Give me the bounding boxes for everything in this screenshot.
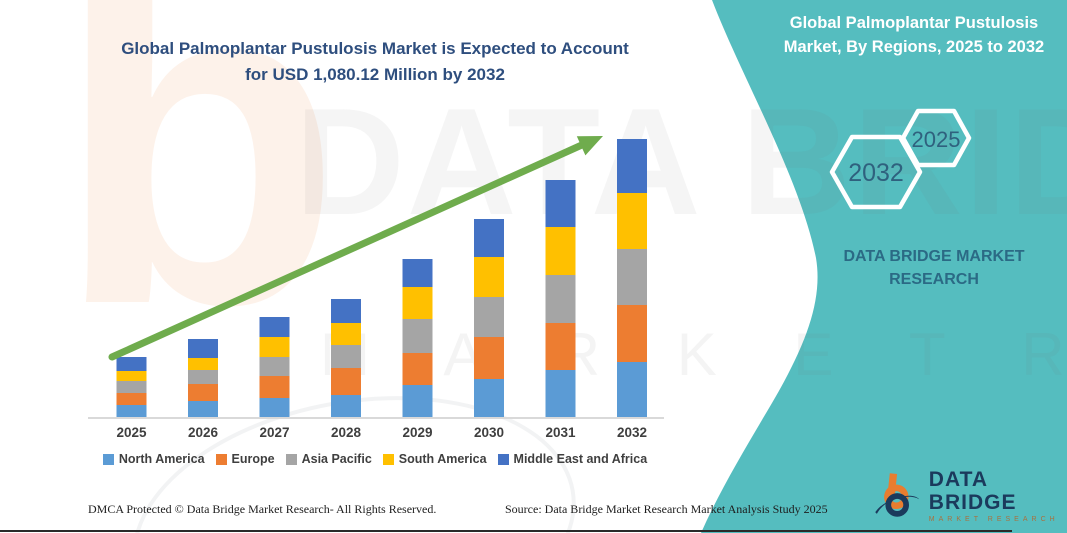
legend-label: Asia Pacific xyxy=(301,452,372,466)
hexagon-badge-2032-label: 2032 xyxy=(848,159,904,187)
hexagon-badge-2025-label: 2025 xyxy=(911,127,961,152)
footer-source-text: Source: Data Bridge Market Research Mark… xyxy=(505,502,828,516)
logo-sub-text: MARKET RESEARCH xyxy=(928,516,1059,524)
legend-label: South America xyxy=(398,452,487,466)
legend-swatch xyxy=(285,453,297,465)
hexagon-2025-icon xyxy=(900,108,972,168)
legend-label: Europe xyxy=(231,452,275,466)
legend-item: North America xyxy=(102,452,205,466)
databridge-logo: DATA BRIDGE MARKET RESEARCH xyxy=(872,468,1067,523)
panel-brand-caption: DATA BRIDGE MARKET RESEARCH xyxy=(788,245,1067,291)
legend-item: South America xyxy=(382,452,487,466)
panel-brand-caption-line1: DATA BRIDGE MARKET xyxy=(843,248,1025,265)
panel-brand-caption-line2: RESEARCH xyxy=(889,271,979,289)
page-title: Global Palmoplantar Pustulosis Market is… xyxy=(95,36,655,87)
legend-swatch xyxy=(497,453,509,465)
legend-swatch xyxy=(382,453,394,465)
panel-heading-line2: Market, By Regions, 2025 to 2032 xyxy=(783,37,1045,56)
hexagon-2032-icon xyxy=(829,134,923,210)
page-title-line2: for USD 1,080.12 Million by 2032 xyxy=(245,64,505,84)
databridge-logo-icon xyxy=(875,472,920,517)
legend-swatch xyxy=(102,453,114,465)
legend-swatch xyxy=(215,453,227,465)
panel-heading-line1: Global Palmoplantar Pustulosis xyxy=(789,14,1039,32)
legend-label: Middle East and Africa xyxy=(513,452,648,466)
legend-item: Asia Pacific xyxy=(285,452,372,466)
panel-heading: Global Palmoplantar Pustulosis Market, B… xyxy=(768,12,1060,60)
legend-label: North America xyxy=(118,452,205,466)
bottom-border-line xyxy=(0,530,1012,532)
legend-item: Middle East and Africa xyxy=(497,452,648,466)
footer-dmca-text: DMCA Protected © Data Bridge Market Rese… xyxy=(88,502,437,516)
chart-legend: North America Europe Asia Pacific South Ame… xyxy=(75,452,675,466)
logo-brand-text: DATA BRIDGE xyxy=(928,468,1017,515)
page-title-line1: Global Palmoplantar Pustulosis Market is… xyxy=(121,39,629,58)
legend-item: Europe xyxy=(215,452,275,466)
